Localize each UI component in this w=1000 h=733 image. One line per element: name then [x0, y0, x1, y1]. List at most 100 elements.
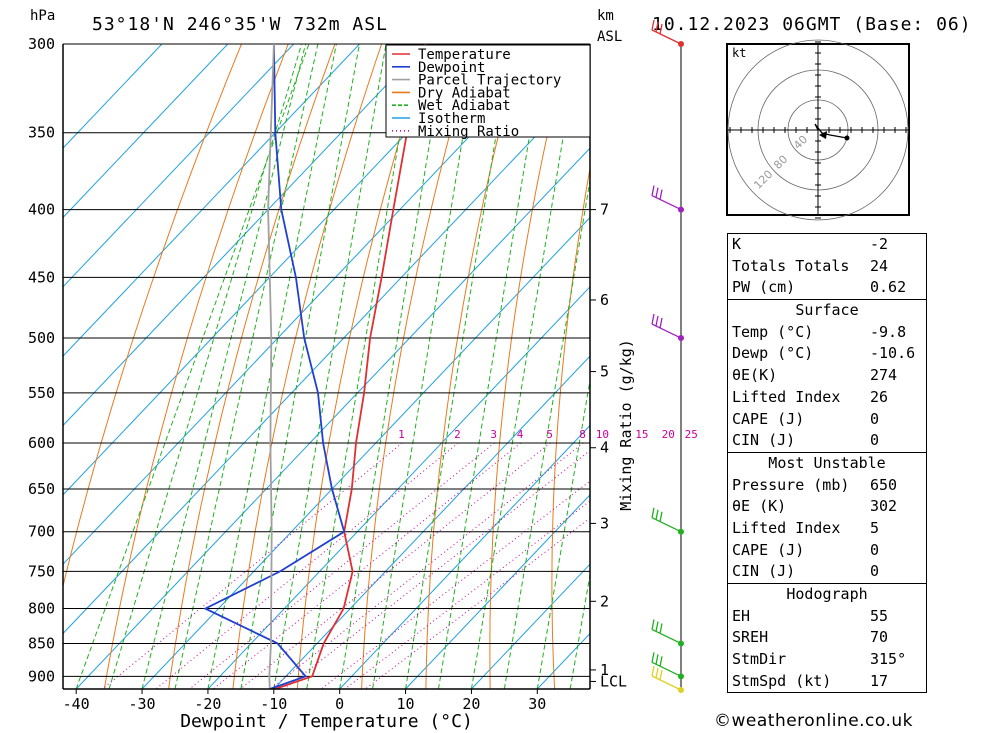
pressure-tick-label: 300	[28, 35, 55, 53]
indices-table: K -2 Totals Totals 24 PW (cm) 0.62 Surface Temp…	[727, 233, 927, 694]
mixing-ratio-label: 1	[398, 428, 405, 441]
dry-adiabat-line	[489, 44, 569, 689]
index-key: Dewp (°C)	[732, 344, 814, 363]
index-row: CAPE (J) 0	[728, 409, 926, 431]
pressure-tick-label: 650	[28, 480, 55, 498]
legend-label: Dry Adiabat	[418, 85, 511, 101]
barb-flag	[655, 21, 659, 33]
barb-flag	[655, 315, 659, 327]
index-key: θE (K)	[732, 497, 787, 516]
isotherm-line	[63, 44, 426, 427]
index-key: Totals Totals	[732, 256, 850, 275]
mixing-ratio-line	[102, 442, 403, 689]
barb-flag	[659, 656, 663, 667]
index-key: StmDir	[732, 650, 787, 669]
km-tick-label: 4	[600, 439, 609, 457]
wet-adiabat-line	[207, 44, 337, 689]
index-row: SREH 70	[728, 627, 926, 649]
x-tick-label: 20	[462, 695, 480, 713]
wet-adiabat-line	[339, 44, 447, 689]
sounding-series	[203, 44, 427, 689]
barb-flag	[655, 187, 659, 198]
isotherm-line	[405, 494, 590, 689]
wind-barb	[651, 19, 682, 45]
hodograph-point	[844, 135, 850, 141]
barb-shaft	[651, 675, 682, 691]
pressure-tick-label: 800	[28, 600, 55, 618]
dry-adiabat-line	[168, 44, 336, 689]
index-value: 24	[870, 256, 889, 275]
index-value: -9.8	[870, 322, 907, 341]
wet-adiabat-line	[503, 177, 590, 689]
mixing-ratio-line	[365, 517, 590, 689]
isotherm-line	[63, 44, 360, 357]
isotherm-line	[75, 147, 590, 689]
wet-adiabat-line	[372, 44, 479, 689]
index-value: 5	[870, 518, 880, 537]
isotherm-line	[63, 44, 295, 288]
location-title: 53°18'N 246°35'W 732m ASL	[92, 14, 388, 35]
index-key: SREH	[732, 628, 769, 647]
barb-flag	[659, 23, 663, 35]
mixing-ratio-line	[239, 442, 551, 689]
right-axis-title: Mixing Ratio (g/kg)	[617, 339, 635, 511]
wet-adiabat-line	[141, 44, 307, 689]
index-row: CIN (J) 0	[728, 561, 926, 583]
index-value: 0	[870, 562, 880, 581]
index-row: EH 55	[728, 606, 926, 628]
index-value: 302	[870, 497, 898, 516]
barb-shaft	[651, 661, 682, 677]
dry-adiabat-line	[361, 44, 476, 689]
barb-flag	[651, 619, 655, 630]
x-tick-label: -20	[194, 695, 221, 713]
index-row: Lifted Index 26	[728, 387, 926, 409]
index-key: CAPE (J)	[732, 540, 805, 559]
index-key: θE(K)	[732, 366, 778, 385]
dry-adiabat-line	[551, 165, 590, 689]
index-key: EH	[732, 606, 751, 625]
indices-section: Surface Temp (°C) -9.8 Dewp (°C) -10.6 θE(K) 2…	[727, 300, 927, 453]
wind-barb	[651, 665, 682, 691]
indices-section: Most Unstable Pressure (mb) 650 θE (K) 302 Li…	[727, 452, 927, 584]
index-value: 0	[870, 540, 880, 559]
barb-flag	[651, 652, 655, 663]
index-row: K -2	[728, 234, 926, 256]
barb-flag	[655, 667, 659, 679]
index-key: Pressure (mb)	[732, 475, 850, 494]
wet-adiabat-line	[174, 44, 319, 689]
km-tick-label: 3	[600, 514, 609, 532]
index-value: 274	[870, 366, 898, 385]
isotherm-line	[141, 216, 590, 689]
x-tick-label: -40	[63, 695, 90, 713]
mixing-ratio-label: 3	[490, 428, 497, 441]
km-unit: km	[597, 8, 614, 24]
mixing-ratio-line	[284, 449, 590, 689]
index-value: 650	[870, 475, 898, 494]
index-row: Totals Totals 24	[728, 256, 926, 278]
dry-adiabat-line	[670, 44, 708, 689]
wet-adiabat-line	[75, 44, 310, 689]
dry-adiabat-line	[232, 44, 383, 689]
isotherm-line	[63, 44, 558, 565]
storm-motion-marker	[819, 131, 827, 139]
index-key: PW (cm)	[732, 278, 796, 297]
barb-flag	[651, 19, 655, 31]
barb-flag	[659, 623, 663, 634]
pressure-tick-label: 750	[28, 562, 55, 580]
index-key: Lifted Index	[732, 387, 841, 406]
mixing-ratio-label: 10	[596, 428, 609, 441]
pressure-tick-label: 700	[28, 523, 55, 541]
mixing-ratio-label: 20	[662, 428, 675, 441]
index-key: StmSpd (kt)	[732, 671, 832, 690]
mixing-ratio-line	[344, 500, 590, 689]
x-tick-label: 0	[335, 695, 344, 713]
mixing-ratio-label: 4	[517, 428, 524, 441]
mixing-ratio-label: 5	[546, 428, 553, 441]
asl-unit: ASL	[597, 29, 622, 45]
section-header: Surface	[795, 301, 859, 320]
isotherm-line	[471, 563, 590, 689]
dry-adiabat-line	[103, 44, 289, 689]
series-dewpoint	[203, 44, 346, 689]
